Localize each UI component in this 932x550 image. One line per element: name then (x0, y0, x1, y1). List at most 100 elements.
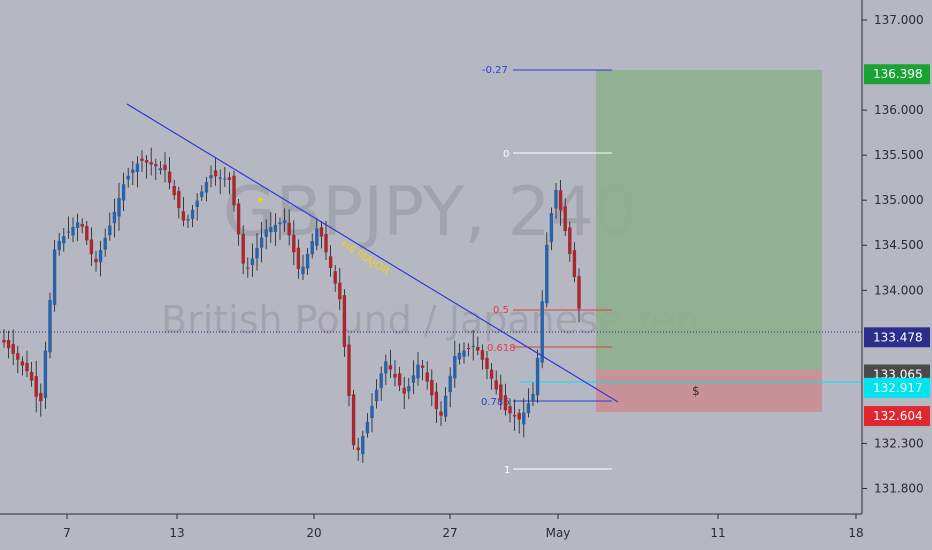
bull-candle (250, 258, 255, 265)
bear-candle (333, 271, 337, 284)
bull-candle (200, 191, 204, 197)
bull-candle (126, 175, 130, 180)
bear-candle (439, 411, 443, 416)
bull-candle (416, 364, 420, 379)
bear-candle (508, 406, 512, 414)
bull-candle (379, 373, 383, 389)
x-tick-label: May (546, 526, 571, 540)
bear-candle (149, 162, 153, 165)
fibonacci-retracement[interactable]: -0.27 0 0.5 0.618 0.786 1 (481, 65, 612, 476)
bull-candle (411, 375, 416, 383)
bull-candle (315, 228, 319, 246)
fib-label-0-618: 0.618 (487, 343, 516, 354)
bull-candle (43, 350, 48, 399)
bear-candle (227, 177, 232, 180)
bull-candle (112, 211, 117, 224)
y-axis[interactable]: 137.000 136.000 135.500 135.000 134.500 134.0… (862, 13, 924, 495)
bull-candle (71, 227, 75, 236)
bear-candle (39, 392, 43, 402)
bear-candle (425, 372, 429, 382)
bull-candle (108, 225, 112, 236)
bear-candle (94, 258, 98, 263)
x-tick-label: 27 (442, 526, 457, 540)
bull-candle (218, 177, 222, 179)
bull-candle (462, 350, 466, 357)
bear-candle (356, 447, 360, 451)
bull-candle (158, 168, 163, 171)
dollar-label: $ (692, 384, 700, 398)
price-badge-label: 136.398 (873, 67, 923, 81)
bear-candle (177, 191, 181, 208)
x-tick-label: 11 (710, 526, 725, 540)
bear-candle (6, 339, 11, 349)
bear-candle (430, 379, 434, 396)
bear-candle (351, 394, 356, 446)
bear-candle (503, 395, 508, 411)
bear-candle (241, 233, 245, 264)
bear-candle (16, 353, 20, 360)
bear-candle (324, 233, 328, 253)
bear-candle (476, 347, 480, 351)
bear-candle (494, 380, 498, 390)
fib-label-0: 0 (503, 149, 509, 160)
bull-candle (305, 253, 310, 269)
bear-candle (485, 357, 489, 369)
bear-candle (172, 185, 176, 196)
bear-candle (397, 373, 402, 386)
bull-candle (66, 231, 71, 233)
bull-candle (255, 248, 259, 259)
bear-candle (34, 376, 38, 397)
bear-candle (499, 384, 503, 401)
bull-candle (57, 240, 61, 250)
bull-candle (121, 184, 126, 201)
bull-candle (190, 209, 195, 219)
bear-candle (347, 344, 351, 396)
bull-candle (457, 352, 462, 360)
bear-candle (420, 365, 425, 368)
bull-candle (407, 386, 411, 392)
bear-candle (89, 239, 94, 255)
bear-candle (393, 373, 397, 378)
fib-label-1: 1 (504, 465, 510, 476)
bull-candle (135, 163, 140, 172)
y-tick-label: 136.000 (874, 103, 924, 117)
loss-zone[interactable] (596, 370, 822, 412)
bull-candle (554, 190, 558, 209)
y-tick-label: 137.000 (874, 13, 924, 27)
profit-zone[interactable] (596, 70, 822, 370)
bull-candle (549, 213, 554, 243)
bear-candle (572, 250, 577, 277)
bull-candle (131, 169, 135, 173)
bear-candle (338, 282, 342, 300)
price-badge (864, 64, 930, 85)
bull-candle (365, 421, 370, 434)
bear-candle (80, 223, 84, 227)
price-badge-label: 132.917 (873, 381, 923, 395)
bear-candle (517, 413, 521, 420)
trendline-h4-major[interactable] (126, 103, 619, 403)
bear-candle (140, 158, 144, 161)
bear-candle (144, 160, 149, 163)
bull-candle (384, 361, 388, 374)
bear-candle (466, 347, 471, 349)
x-tick-label: 13 (169, 526, 184, 540)
x-axis[interactable]: 7 13 20 27 May 11 18 (63, 514, 864, 540)
bull-candle (370, 405, 374, 419)
y-tick-label: 132.300 (874, 436, 924, 450)
bull-candle (443, 395, 448, 417)
bull-candle (540, 301, 544, 363)
y-tick-label: 134.000 (874, 283, 924, 297)
bull-candle (374, 389, 379, 402)
bear-candle (342, 295, 347, 347)
bear-candle (29, 371, 34, 381)
bear-candle (577, 276, 581, 309)
y-tick-label: 131.800 (874, 481, 924, 495)
bull-candle (264, 229, 268, 237)
bull-candle (526, 403, 531, 414)
bear-candle (2, 339, 6, 343)
bear-candle (20, 361, 25, 366)
bull-candle (195, 200, 199, 208)
bear-candle (328, 256, 333, 268)
